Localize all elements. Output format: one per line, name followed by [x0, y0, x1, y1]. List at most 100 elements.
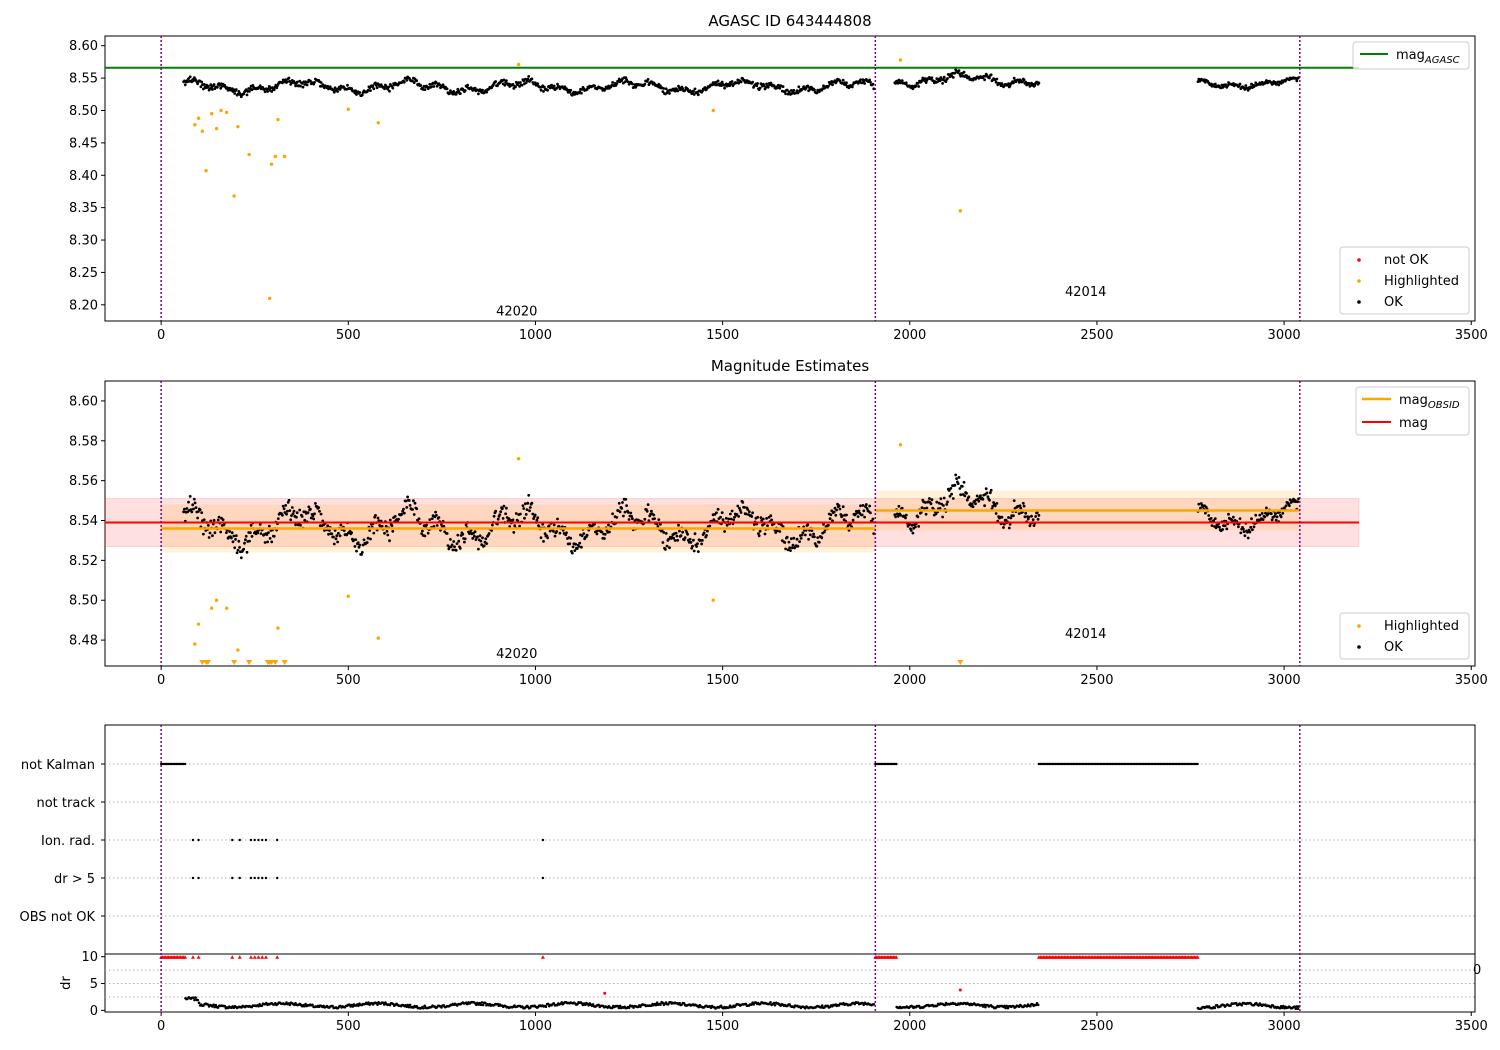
ok-point: [706, 529, 709, 533]
ok-point: [1277, 83, 1281, 87]
ok-point: [336, 540, 339, 544]
ok-point: [457, 539, 461, 543]
ok-point: [290, 506, 294, 509]
ok-point: [816, 536, 820, 539]
legend-ok-marker: [1357, 645, 1361, 649]
ok-point: [1232, 515, 1235, 519]
ok-point: [417, 517, 421, 521]
ok-point: [778, 86, 782, 90]
ok-point: [766, 524, 769, 527]
ok-point: [384, 524, 388, 528]
ok-point: [314, 502, 317, 505]
x-tick-label: 2500: [1080, 673, 1113, 688]
ok-point: [775, 529, 779, 533]
ok-point: [1251, 528, 1254, 532]
ok-point: [741, 501, 745, 504]
ok-point: [677, 523, 680, 527]
ok-point: [423, 88, 427, 91]
ok-point: [1249, 525, 1253, 529]
x-tick-label: 500: [336, 328, 361, 343]
dr-ok-point: [196, 998, 200, 1002]
ok-point: [402, 80, 406, 84]
ok-point: [585, 533, 589, 537]
ok-point: [656, 525, 660, 528]
ok-point: [490, 529, 493, 532]
magnitude-legend-lower: Highlighted OK: [1339, 612, 1470, 660]
ok-point: [1030, 514, 1033, 518]
ok-point: [1246, 88, 1250, 92]
ok-point: [522, 507, 526, 510]
ok-point: [900, 79, 904, 82]
ok-point: [863, 515, 866, 519]
dr-ok-point: [376, 1003, 379, 1006]
highlighted-point: [209, 112, 214, 116]
ok-point: [730, 80, 734, 83]
dr-ok-point: [983, 1003, 986, 1007]
dr-ok-point: [351, 1005, 355, 1008]
ok-point: [989, 488, 993, 492]
ok-point: [750, 515, 754, 518]
ion-rad-point: [191, 838, 195, 842]
ok-point: [862, 509, 866, 513]
ok-point: [556, 82, 559, 86]
highlighted-point: [214, 598, 219, 602]
ok-point: [772, 84, 776, 87]
ok-point: [785, 535, 789, 539]
dr-panel: 0 5 10 0 500 1000 1500 2000 2500 3000 3500 dr 0: [59, 950, 1488, 1034]
ok-point: [872, 532, 876, 535]
ok-point: [307, 505, 311, 509]
ok-point: [739, 511, 743, 514]
ok-point: [1024, 511, 1028, 515]
ok-point: [458, 92, 462, 95]
ok-point: [1279, 515, 1283, 519]
ok-point: [925, 506, 929, 510]
dr-ok-point: [984, 1005, 987, 1009]
ok-point: [989, 73, 993, 77]
ok-point: [496, 517, 500, 521]
ok-point: [1012, 81, 1015, 85]
ok-point: [580, 534, 584, 538]
ok-point: [338, 534, 342, 538]
y-tick-label: 8.35: [69, 201, 98, 216]
ok-point: [664, 532, 668, 535]
ok-point: [789, 549, 792, 552]
ok-point: [535, 518, 539, 522]
ok-point: [411, 508, 414, 511]
ok-point: [1017, 512, 1021, 515]
dr-ok-point: [804, 1007, 807, 1010]
ok-point: [869, 80, 872, 84]
ok-point: [491, 523, 494, 527]
ok-point: [412, 81, 416, 84]
flags-points: [159, 762, 1199, 880]
ok-point: [556, 517, 559, 521]
ok-point: [600, 530, 604, 534]
dr-ok-point: [1229, 1004, 1232, 1007]
x-tick-label: 0: [157, 1019, 165, 1034]
ok-point: [746, 508, 750, 511]
dr-ok-point: [617, 1006, 621, 1010]
ok-point: [738, 509, 742, 512]
ok-point: [461, 532, 465, 536]
ok-point: [230, 531, 234, 535]
ok-point: [356, 541, 360, 544]
ok-point: [929, 502, 933, 506]
ok-point: [421, 529, 424, 533]
ok-point: [923, 507, 926, 510]
ok-point: [206, 84, 210, 88]
x-tick-label: 0: [157, 673, 165, 688]
ok-point: [287, 76, 291, 80]
ok-point: [620, 507, 624, 510]
ok-point: [547, 524, 551, 528]
ok-point: [701, 539, 704, 542]
ok-point: [292, 509, 296, 513]
dr-ok-point: [223, 1004, 227, 1008]
not-kalman-point: [183, 762, 187, 766]
dr-clipped-marker: [237, 955, 242, 959]
ok-point: [1019, 506, 1023, 510]
ok-point: [202, 518, 206, 522]
ok-point: [1209, 517, 1213, 520]
x-tick-label: 0: [157, 328, 165, 343]
ok-point: [270, 90, 274, 93]
highlighted-point: [898, 58, 903, 62]
dr-ok-point: [1295, 1005, 1299, 1008]
